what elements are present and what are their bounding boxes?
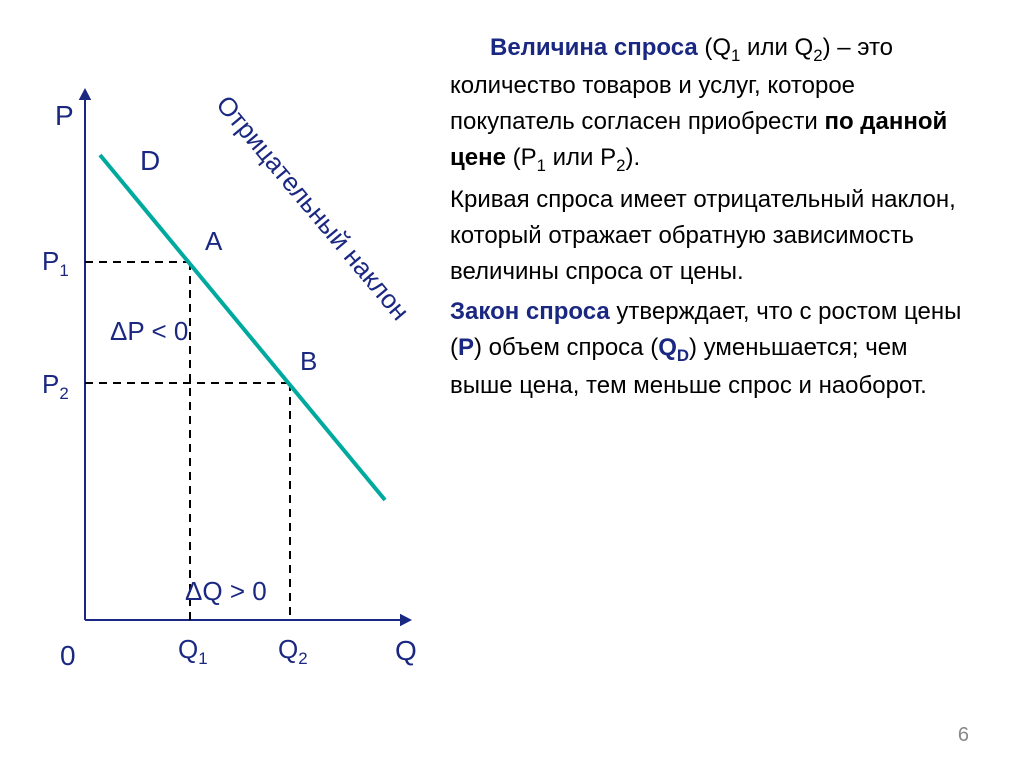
svg-text:Q2: Q2 [278,634,308,668]
svg-text:0: 0 [60,640,76,671]
svg-text:P: P [55,100,74,131]
term-velichina-sprosa: Величина спроса [490,34,698,61]
svg-text:P2: P2 [42,369,69,403]
svg-text:B: B [300,346,317,376]
svg-text:Q: Q [395,635,417,666]
svg-text:ΔP < 0: ΔP < 0 [110,316,188,346]
svg-text:P1: P1 [42,246,69,280]
paragraph-law: Закон спроса утверждает, что с ростом це… [450,294,974,404]
svg-text:Q1: Q1 [178,634,208,668]
term-zakon-sprosa: Закон спроса [450,298,610,325]
demand-curve-chart: P Q 0 D Отрицательный наклонA B P1 P2 Q1 Q2 ΔP < 0… [0,0,440,767]
paragraph-slope: Кривая спроса имеет отрицательный наклон… [450,182,974,290]
svg-text:A: A [205,226,223,256]
svg-text:ΔQ > 0: ΔQ > 0 [185,576,267,606]
page-number: 6 [958,724,969,747]
chart-svg: P Q 0 D Отрицательный наклонA B P1 P2 Q1 Q2 ΔP < 0… [0,0,440,767]
paragraph-definition: Величина спроса (Q1 или Q2) – это количе… [450,30,974,178]
text-content: Величина спроса (Q1 или Q2) – это количе… [440,0,1024,767]
svg-text:Отрицательный наклон: Отрицательный наклон [210,90,415,326]
svg-text:D: D [140,145,160,176]
